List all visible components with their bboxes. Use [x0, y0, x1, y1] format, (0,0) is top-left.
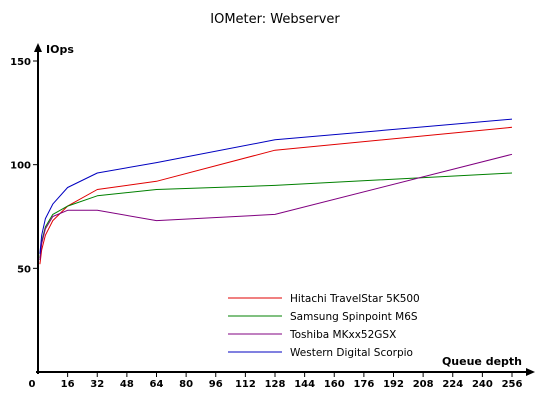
x-tick-label: 256 [502, 379, 523, 390]
chart-title: IOMeter: Webserver [210, 12, 340, 27]
series-line-2 [39, 172, 513, 259]
legend-label: Hitachi TravelStar 5K500 [290, 293, 420, 305]
y-tick-label: 150 [10, 57, 31, 68]
x-tick-label: 224 [442, 379, 463, 390]
x-tick-label: 112 [235, 379, 256, 390]
y-tick-label: 50 [17, 264, 31, 275]
x-tick-label: 144 [294, 379, 315, 390]
x-axis-arrow [526, 368, 535, 376]
x-tick-label: 32 [90, 379, 104, 390]
x-tick-label: 208 [413, 379, 434, 390]
x-tick-label: 240 [472, 379, 493, 390]
y-tick-group: 50 100 150 [10, 57, 38, 275]
chart-axes [34, 43, 535, 376]
y-tick-label: 100 [10, 161, 31, 172]
x-tick-label: 16 [61, 379, 75, 390]
y-axis-label: IOps [46, 43, 74, 56]
series-line-4 [39, 118, 513, 254]
x-tick-label: 176 [353, 379, 374, 390]
x-tick-label: 0 [29, 379, 36, 390]
y-axis-arrow [34, 43, 42, 52]
x-tick-group: 0 16 32 48 64 80 96 112 128 144 160 176 192 208 224 240… [29, 372, 523, 390]
x-tick-label: 48 [120, 379, 134, 390]
x-tick-label: 96 [209, 379, 223, 390]
x-tick-label: 160 [324, 379, 345, 390]
series-line-3 [39, 153, 513, 261]
x-tick-label: 128 [265, 379, 286, 390]
x-tick-label: 80 [179, 379, 193, 390]
x-tick-label: 192 [383, 379, 404, 390]
legend-label: Samsung Spinpoint M6S [290, 311, 418, 323]
series-group [39, 118, 513, 265]
legend: Hitachi TravelStar 5K500 Samsung Spinpoin… [228, 293, 420, 359]
series-line-1 [39, 126, 513, 265]
x-tick-label: 64 [150, 379, 164, 390]
legend-label: Toshiba MKxx52GSX [289, 329, 396, 341]
x-axis-label: Queue depth [442, 355, 522, 368]
legend-label: Western Digital Scorpio [290, 347, 413, 359]
